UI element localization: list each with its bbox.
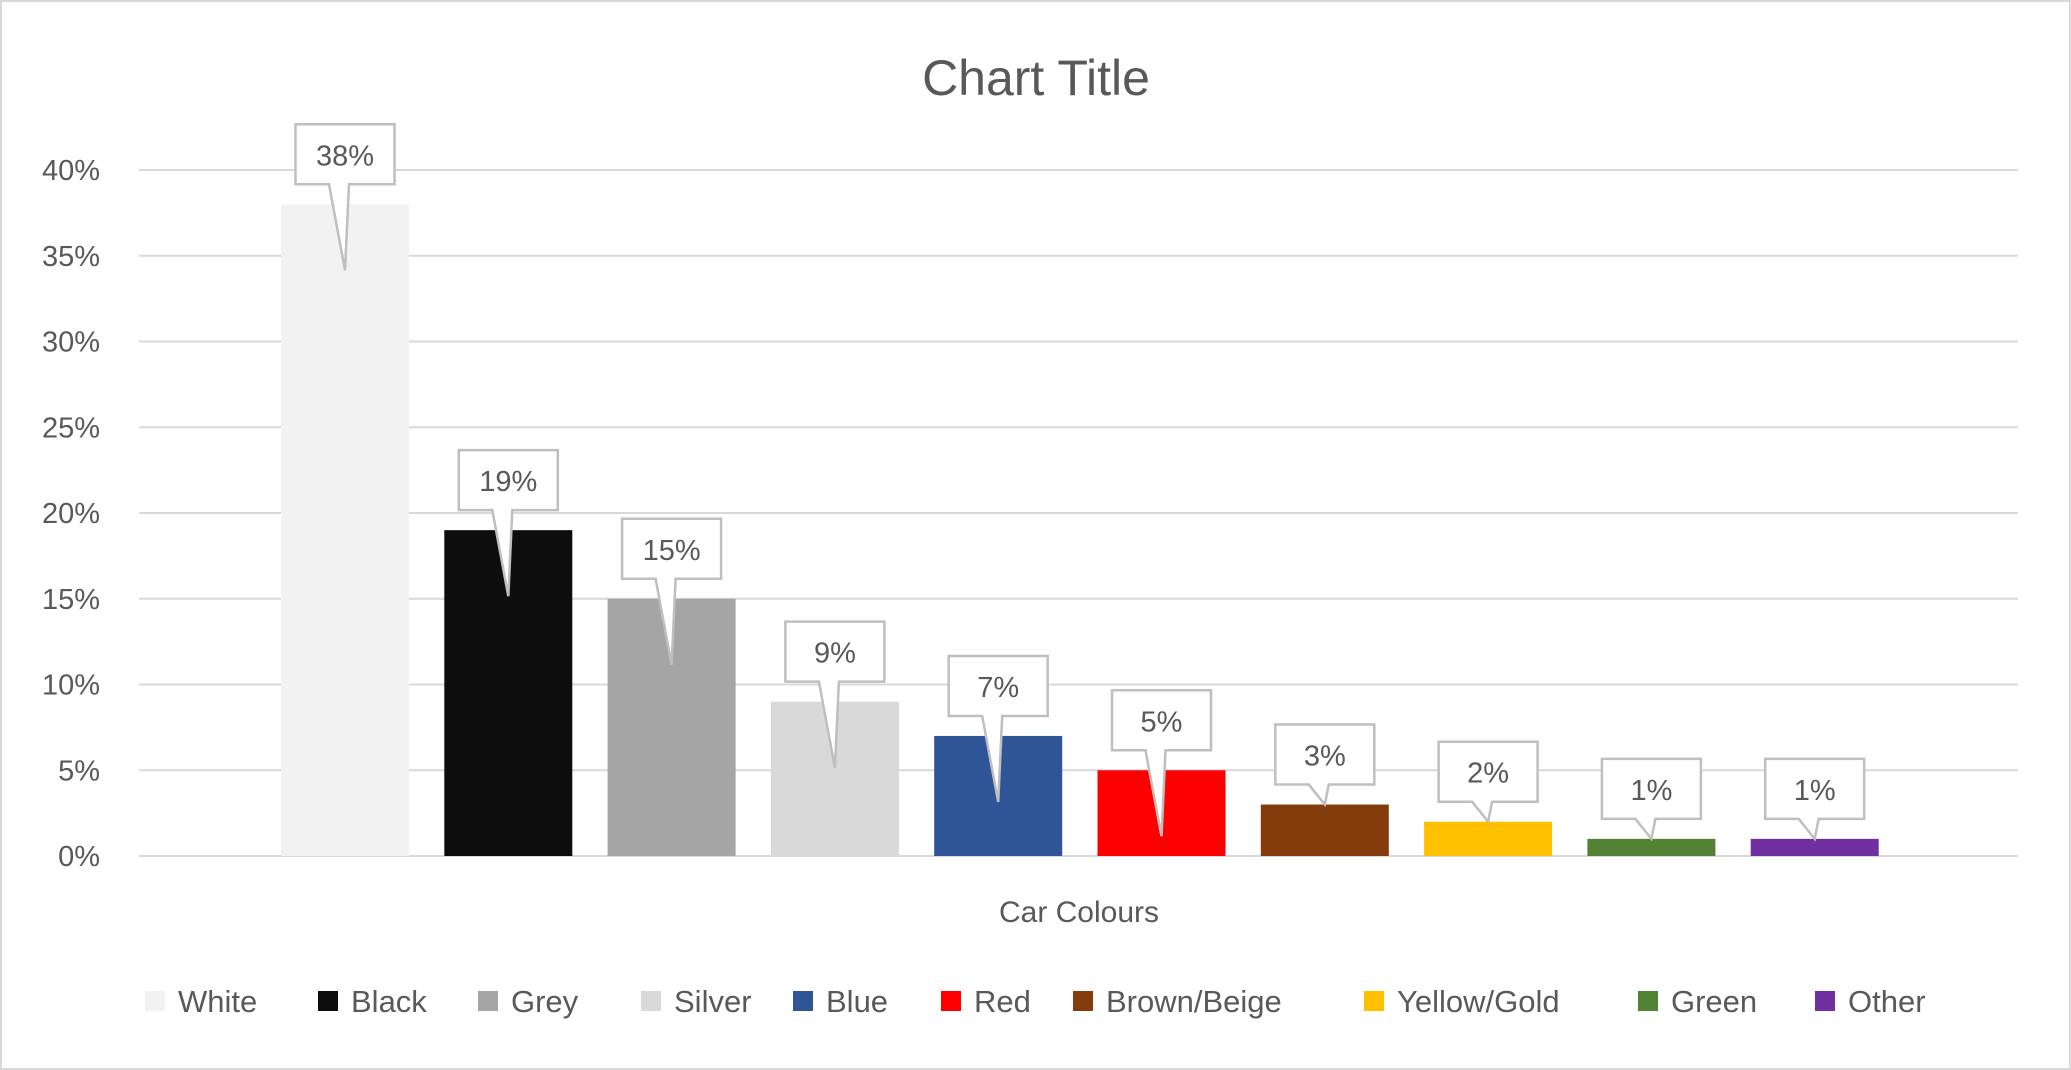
- legend-swatch: [478, 991, 498, 1011]
- data-label-callout: [1600, 757, 1703, 842]
- y-tick-label: 5%: [58, 755, 100, 787]
- data-label: 1%: [1794, 775, 1836, 807]
- data-label: 9%: [814, 638, 856, 670]
- data-labels: 38% 19% 15% 9% 7% 5% 3% 2% 1% 1%: [294, 123, 1866, 842]
- legend-swatch: [1638, 991, 1658, 1011]
- legend-label: Grey: [511, 984, 579, 1019]
- bar-white: [281, 204, 409, 857]
- legend-label: Black: [351, 984, 427, 1019]
- legend-swatch: [318, 991, 338, 1011]
- y-tick-label: 20%: [42, 498, 100, 530]
- legend: White Black Grey Silver Blue Red Brown/Beige Ye…: [145, 984, 1926, 1019]
- y-tick-label: 35%: [42, 241, 100, 273]
- legend-label: White: [178, 984, 257, 1019]
- data-label: 3%: [1304, 741, 1346, 773]
- y-tick-label: 15%: [42, 584, 100, 616]
- data-label-callout: [1110, 689, 1213, 837]
- legend-label: Blue: [826, 984, 888, 1019]
- bar-green: [1587, 838, 1716, 856]
- legend-swatch: [1815, 991, 1835, 1011]
- y-tick-label: 10%: [42, 670, 100, 702]
- legend-label: Brown/Beige: [1106, 984, 1282, 1019]
- data-label-callout: [620, 517, 723, 665]
- data-label: 1%: [1630, 775, 1672, 807]
- y-tick-label: 40%: [42, 155, 100, 187]
- legend-swatch: [941, 991, 961, 1011]
- legend-label: Other: [1848, 984, 1926, 1019]
- y-tick-label: 25%: [42, 412, 100, 444]
- data-label: 19%: [479, 466, 537, 498]
- data-label-callout: [947, 654, 1049, 803]
- legend-label: Silver: [674, 984, 752, 1019]
- x-axis-title: Car Colours: [999, 896, 1159, 929]
- legend-swatch: [145, 991, 165, 1011]
- legend-label: Red: [974, 984, 1031, 1019]
- chart-title: Chart Title: [922, 50, 1150, 106]
- data-label: 15%: [643, 535, 701, 567]
- data-label-callout: [1437, 740, 1539, 825]
- data-label-callout: [1274, 723, 1376, 808]
- data-label: 7%: [977, 672, 1019, 704]
- bar-brown-beige: [1260, 804, 1389, 856]
- legend-swatch: [1073, 991, 1093, 1011]
- y-tick-label: 30%: [42, 327, 100, 359]
- data-label: 38%: [316, 140, 374, 172]
- legend-swatch: [793, 991, 813, 1011]
- legend-swatch: [1364, 991, 1384, 1011]
- legend-label: Yellow/Gold: [1397, 984, 1560, 1019]
- legend-swatch: [641, 991, 661, 1011]
- legend-label: Green: [1671, 984, 1757, 1019]
- data-label-callout: [294, 123, 396, 271]
- y-tick-label: 0%: [58, 841, 100, 873]
- bar-other: [1750, 838, 1879, 856]
- y-axis-tick-labels: 0% 5% 10% 15% 20% 25% 30% 35% 40%: [42, 155, 100, 873]
- bar-yellow-gold: [1424, 821, 1553, 856]
- data-label-callout: [457, 448, 560, 597]
- data-label-callout: [1763, 757, 1866, 842]
- data-label-callout: [784, 620, 886, 768]
- data-label: 2%: [1467, 758, 1509, 790]
- data-label: 5%: [1141, 706, 1183, 738]
